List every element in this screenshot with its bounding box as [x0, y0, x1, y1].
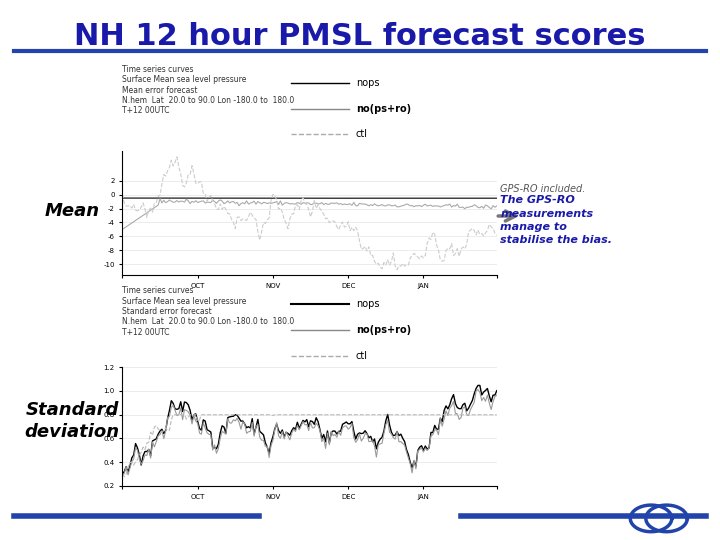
Text: GPS-RO included.: GPS-RO included. [500, 184, 586, 194]
Text: ctl: ctl [356, 130, 368, 139]
Text: The GPS-RO
measurements
manage to
stabilise the bias.: The GPS-RO measurements manage to stabil… [500, 195, 613, 245]
Text: Time series curves
Surface Mean sea level pressure
Standard error forecast
N.hem: Time series curves Surface Mean sea leve… [122, 286, 294, 337]
Text: NH 12 hour PMSL forecast scores: NH 12 hour PMSL forecast scores [74, 22, 646, 51]
Text: Time series curves
Surface Mean sea level pressure
Mean error forecast
N.hem  La: Time series curves Surface Mean sea leve… [122, 65, 294, 116]
Text: Mean: Mean [45, 201, 99, 220]
Text: no(ps+ro): no(ps+ro) [356, 104, 411, 113]
Text: no(ps+ro): no(ps+ro) [356, 325, 411, 335]
Text: nops: nops [356, 78, 379, 87]
Text: Standard
deviation: Standard deviation [24, 401, 120, 441]
Text: ctl: ctl [356, 351, 368, 361]
Text: nops: nops [356, 299, 379, 309]
